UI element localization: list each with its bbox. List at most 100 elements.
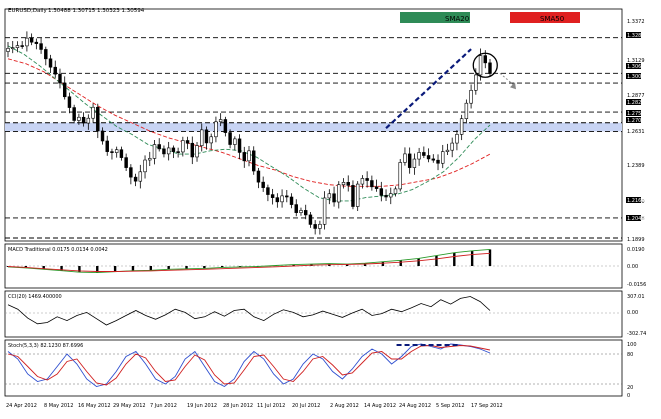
candle-body xyxy=(441,151,445,164)
candle-body xyxy=(266,187,270,195)
candle xyxy=(81,112,86,127)
level-box xyxy=(626,99,641,105)
candle xyxy=(256,168,261,189)
legend-sma20-swatch xyxy=(400,12,470,23)
time-tick: 5 Sep 2012 xyxy=(436,403,465,409)
candle-body xyxy=(67,96,72,108)
stoch-tick: 80 xyxy=(627,352,633,358)
candle-body xyxy=(252,150,256,172)
candle xyxy=(6,41,10,58)
candle xyxy=(389,187,393,205)
macd-bar xyxy=(435,255,438,266)
candle-body xyxy=(285,195,289,198)
candle xyxy=(337,181,341,209)
candle-body xyxy=(72,107,76,121)
time-tick: 8 May 2012 xyxy=(44,403,73,409)
macd-bar xyxy=(167,266,170,270)
candle-body xyxy=(488,62,492,74)
candle-body xyxy=(327,193,332,199)
candle-body xyxy=(450,142,454,151)
main-price-layer xyxy=(5,31,622,239)
candle xyxy=(209,133,213,150)
candle xyxy=(422,146,426,159)
candle-body xyxy=(176,151,180,153)
candle-body xyxy=(218,119,223,123)
macd-bar xyxy=(417,258,420,266)
macd-bar xyxy=(399,260,402,266)
candle xyxy=(176,147,180,158)
candle xyxy=(412,153,417,175)
candle xyxy=(464,99,469,124)
candle-body xyxy=(195,145,199,158)
level-box xyxy=(626,110,641,116)
candle xyxy=(403,147,407,166)
macd-bar xyxy=(131,266,135,271)
time-tick: 14 Aug 2012 xyxy=(364,403,396,409)
candle-body xyxy=(417,152,421,160)
candle-body xyxy=(379,188,384,196)
candle xyxy=(29,33,34,46)
candle-body xyxy=(436,159,440,164)
candle-body xyxy=(431,158,436,161)
macd-line xyxy=(7,248,491,274)
projection-arrow-head xyxy=(510,82,516,90)
candle-body xyxy=(374,186,379,189)
candle xyxy=(218,113,223,127)
candle xyxy=(62,76,67,100)
macd-tick: -0.0156 xyxy=(627,282,646,288)
candle xyxy=(110,148,114,160)
candle xyxy=(233,136,237,151)
time-axis: 24 Apr 2012 8 May 2012 16 May 2012 29 Ma… xyxy=(6,403,503,409)
macd-bar xyxy=(185,266,188,269)
candle-body xyxy=(44,49,48,60)
candle-body xyxy=(204,129,209,144)
candle xyxy=(67,92,72,114)
candle xyxy=(114,146,119,158)
candle-body xyxy=(407,153,412,168)
candle-body xyxy=(86,117,91,124)
cci-axis: CCI(20) 1469.400000 307.01 0.00 -302.74 xyxy=(8,294,646,337)
candle xyxy=(96,103,100,139)
time-tick: 20 Jul 2012 xyxy=(292,403,320,409)
candle-body xyxy=(138,171,143,182)
candle-body xyxy=(119,149,124,158)
candle-body xyxy=(483,55,487,64)
time-tick: 28 Jun 2012 xyxy=(223,403,253,409)
candle-body xyxy=(15,45,20,48)
cci-tick: 307.01 xyxy=(627,294,645,300)
candle xyxy=(370,175,374,191)
cci-panel-frame xyxy=(4,290,623,338)
candle-body xyxy=(133,176,138,182)
candle xyxy=(379,181,384,202)
candle xyxy=(124,153,128,171)
candle-body xyxy=(478,55,483,76)
candle xyxy=(77,113,81,125)
stoch-title: Stoch(5,3,3) 82.1230 87.6996 xyxy=(8,343,83,349)
candle xyxy=(44,46,48,66)
legend-sma50-label: SMA50 xyxy=(540,15,564,23)
candle-body xyxy=(256,170,261,183)
macd-bar xyxy=(381,261,385,266)
candle xyxy=(133,173,138,187)
candle xyxy=(200,123,204,152)
candle xyxy=(346,175,350,192)
candle-body xyxy=(100,130,105,142)
support-zone xyxy=(5,122,622,132)
level-box xyxy=(626,63,641,69)
candle-body xyxy=(280,195,284,203)
time-tick: 24 Aug 2012 xyxy=(399,403,431,409)
time-tick: 17 Sep 2012 xyxy=(471,403,503,409)
candle xyxy=(285,190,289,203)
candle xyxy=(303,204,308,220)
candle xyxy=(445,143,450,155)
price-tick: 1.2877 xyxy=(627,93,645,99)
candle-body xyxy=(152,144,157,159)
macd-bar xyxy=(345,264,349,266)
legend-sma20-label: SMA20 xyxy=(445,15,469,23)
price-tick: 1.2631 xyxy=(627,129,645,135)
candle xyxy=(228,129,232,149)
macd-bar xyxy=(60,266,63,271)
candle xyxy=(204,126,209,150)
candle xyxy=(436,154,440,171)
candle xyxy=(214,116,218,143)
